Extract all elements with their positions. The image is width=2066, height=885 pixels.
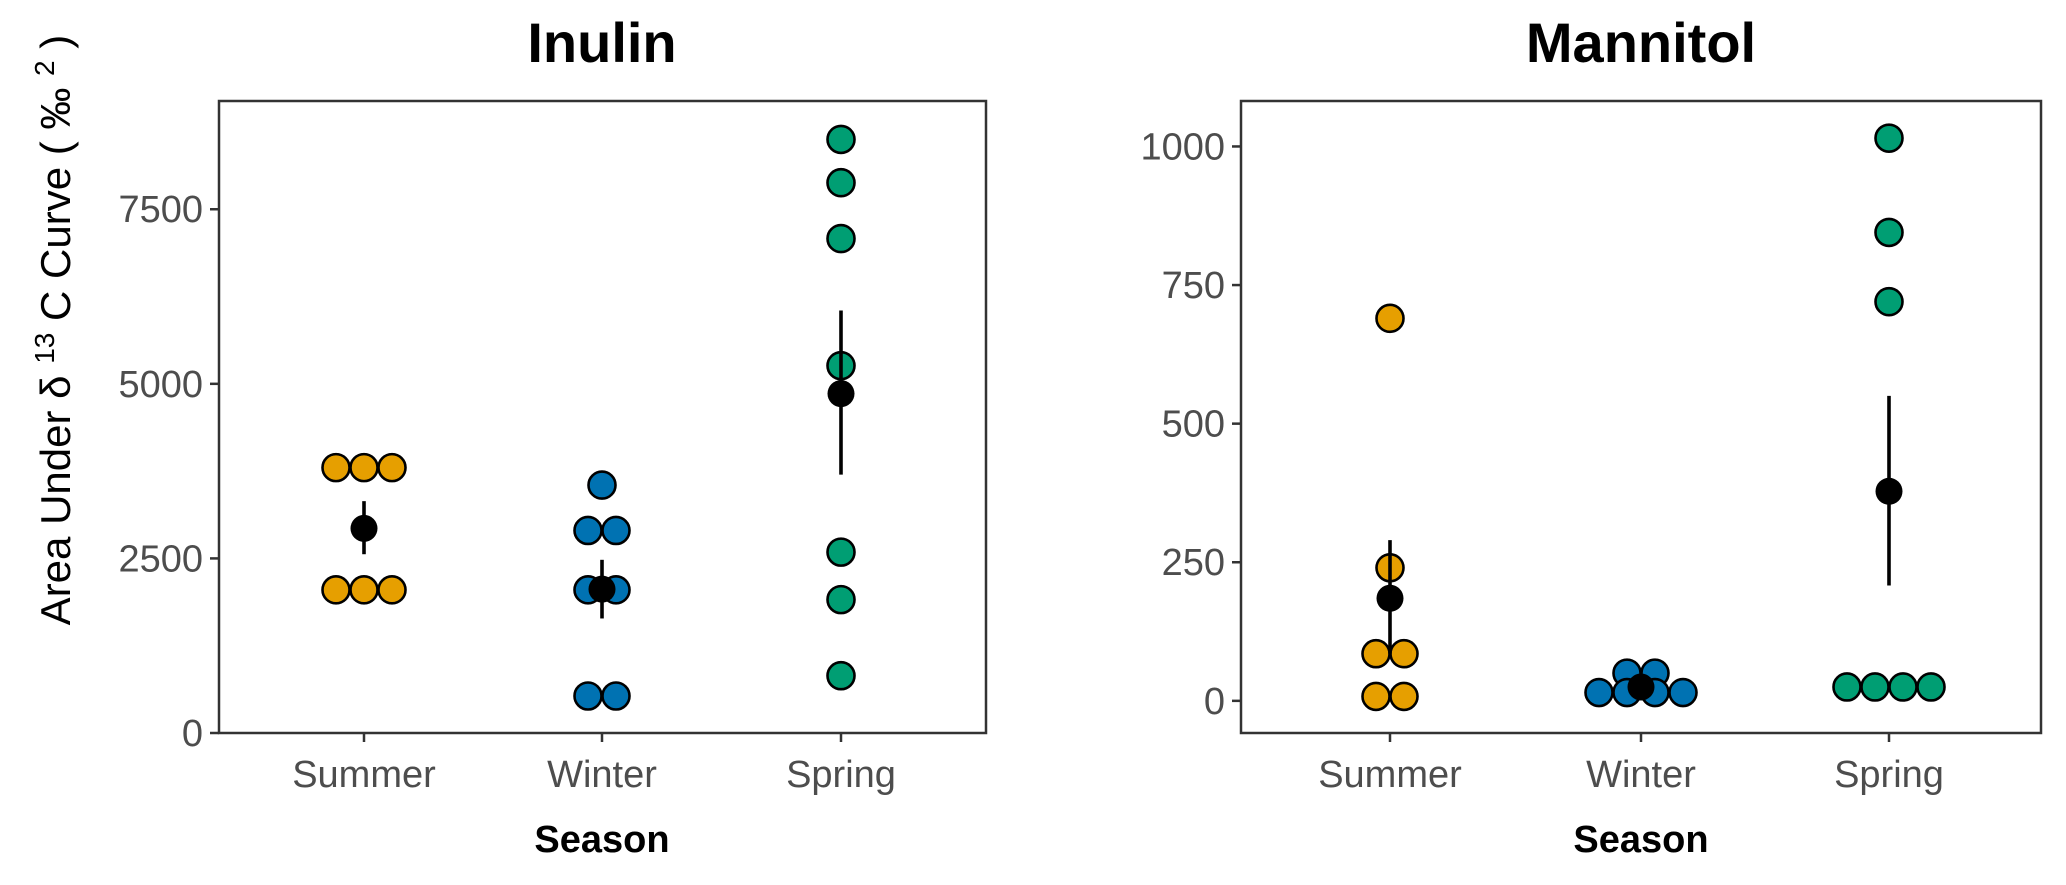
y-axis-title-part2: C Curve (: [32, 141, 79, 321]
y-axis-title-permil: ‰: [32, 88, 79, 130]
y-ticks: 0 250 500 750 1000: [1140, 126, 1241, 723]
panel-title: Inulin: [527, 11, 676, 74]
y-tick-label: 750: [1162, 265, 1225, 307]
y-tick-label: 1000: [1140, 126, 1225, 168]
panel-border: [217, 99, 988, 735]
data-point: [1888, 672, 1918, 702]
x-tick-label: Summer: [1318, 754, 1462, 796]
data-point: [1389, 638, 1419, 669]
data-point: [377, 452, 407, 483]
y-axis-title-close: ): [32, 35, 79, 49]
mean-error-bars: [350, 310, 855, 619]
x-tick-label: Spring: [1834, 754, 1944, 796]
data-point: [349, 575, 379, 605]
x-axis-title: Season: [534, 819, 669, 861]
data-point: [573, 515, 603, 546]
data-point: [1916, 672, 1946, 702]
mean-error-bars: [1376, 395, 1903, 701]
x-axis-title: Season: [1573, 819, 1708, 861]
data-point: [573, 681, 603, 711]
data-point: [826, 167, 856, 198]
y-axis-title-sup2: 2: [29, 60, 60, 76]
y-tick-label: 5000: [118, 364, 203, 406]
y-axis-title-delta: δ: [32, 375, 79, 398]
data-point: [1874, 286, 1904, 317]
y-axis-title-sup13: 13: [29, 333, 60, 364]
data-point: [321, 452, 351, 483]
data-point: [826, 584, 856, 615]
y-axis-title-part1: Area Under: [32, 399, 79, 625]
data-point: [1668, 677, 1698, 708]
data-point: [321, 575, 351, 605]
data-point: [1584, 677, 1614, 708]
data-point: [377, 575, 407, 605]
data-point: [1832, 672, 1862, 702]
x-ticks: Summer Winter Spring: [1318, 733, 1944, 796]
y-tick-label: 500: [1162, 404, 1225, 446]
data-point: [1375, 303, 1405, 334]
data-point: [601, 515, 631, 546]
data-point: [587, 470, 617, 500]
data-points: [1361, 123, 1946, 712]
mean-point: [350, 514, 378, 542]
x-tick-label: Winter: [1586, 754, 1696, 796]
data-point: [826, 537, 856, 567]
data-point: [826, 124, 856, 155]
panel-title: Mannitol: [1526, 11, 1756, 74]
data-point: [349, 452, 379, 483]
y-ticks: 0 2500 5000 7500: [118, 189, 219, 755]
y-tick-label: 0: [182, 713, 203, 755]
data-point: [1361, 681, 1391, 712]
data-point: [1874, 123, 1904, 153]
data-point: [826, 223, 856, 254]
x-tick-label: Summer: [292, 754, 436, 796]
x-tick-label: Winter: [547, 754, 657, 796]
data-point: [1874, 217, 1904, 248]
data-point: [1860, 672, 1890, 702]
data-points: [321, 124, 856, 711]
panel-border: [1239, 99, 2043, 735]
panel-mannitol: Mannitol 0 250 500 750 1000 Summer Winter Spri…: [1140, 11, 2043, 861]
data-point: [1389, 681, 1419, 712]
y-tick-label: 7500: [118, 189, 203, 231]
x-tick-label: Spring: [786, 754, 896, 796]
data-point: [1361, 638, 1391, 669]
y-axis-title: Area Under δ 13 C Curve ( ‰ 2 ): [16, 35, 79, 626]
mean-point: [827, 380, 855, 408]
mean-point: [1875, 477, 1903, 505]
data-point: [601, 681, 631, 711]
y-tick-label: 0: [1204, 681, 1225, 723]
y-tick-label: 250: [1162, 542, 1225, 584]
mean-point: [1627, 673, 1655, 701]
x-ticks: Summer Winter Spring: [292, 733, 896, 796]
mean-point: [588, 575, 616, 603]
y-tick-label: 2500: [118, 538, 203, 580]
data-point: [826, 660, 856, 691]
mean-point: [1376, 584, 1404, 612]
